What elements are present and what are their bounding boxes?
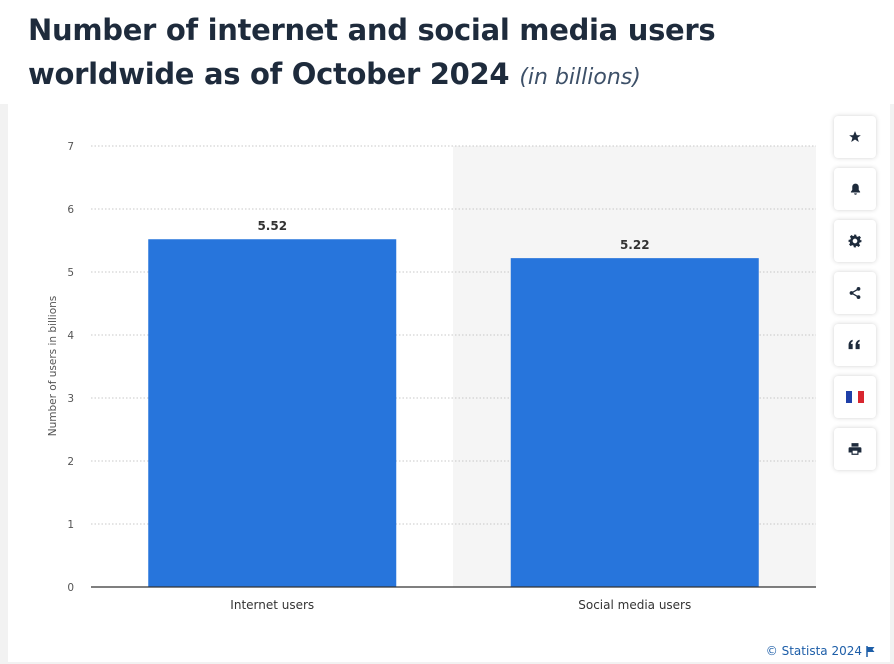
x-axis-labels: Internet users Social media users (230, 598, 691, 612)
y-axis-title: Number of users in billions (47, 296, 59, 436)
chart-header: Number of internet and social media user… (0, 0, 894, 104)
y-tick-label: 0 (67, 582, 74, 594)
print-button[interactable] (834, 428, 876, 470)
chart-toolbar (834, 116, 876, 480)
chart-title: Number of internet and social media user… (28, 8, 878, 100)
notification-button[interactable] (834, 168, 876, 210)
x-category-label: Internet users (230, 598, 314, 612)
gear-icon (848, 234, 862, 248)
chart-subtitle: (in billions) (519, 65, 641, 90)
statista-credit[interactable]: © Statista 2024 (766, 644, 876, 658)
share-icon (849, 287, 861, 299)
y-axis-ticks: 0 1 2 3 4 5 6 7 (67, 141, 74, 594)
share-button[interactable] (834, 272, 876, 314)
y-tick-label: 5 (67, 267, 74, 279)
flag-icon (866, 645, 875, 657)
x-category-label: Social media users (578, 598, 691, 612)
language-button[interactable] (834, 376, 876, 418)
bar (510, 258, 759, 587)
cite-button[interactable] (834, 324, 876, 366)
y-tick-label: 6 (67, 204, 74, 216)
quote-icon (848, 339, 860, 350)
star-icon (849, 131, 861, 142)
bar-chart: 0 1 2 3 4 5 6 7 5.52 5.22 Internet users Social m… (47, 141, 816, 612)
credit-text: © Statista 2024 (765, 644, 862, 658)
chart-title-text: Number of internet and social media user… (28, 13, 716, 91)
chart-card: 0 1 2 3 4 5 6 7 5.52 5.22 Internet users Social m… (8, 104, 890, 662)
y-tick-label: 2 (67, 456, 74, 468)
printer-icon (848, 443, 862, 455)
french-flag-icon (846, 391, 864, 403)
y-tick-label: 7 (67, 141, 74, 153)
y-tick-label: 1 (67, 519, 74, 531)
bars: 5.52 5.22 (148, 219, 759, 588)
data-label: 5.22 (620, 238, 650, 252)
settings-button[interactable] (834, 220, 876, 262)
y-tick-label: 3 (67, 393, 74, 405)
bell-icon (850, 183, 860, 195)
y-tick-label: 4 (67, 330, 74, 342)
favorite-button[interactable] (834, 116, 876, 158)
data-label: 5.52 (257, 219, 287, 233)
bar (148, 239, 397, 588)
